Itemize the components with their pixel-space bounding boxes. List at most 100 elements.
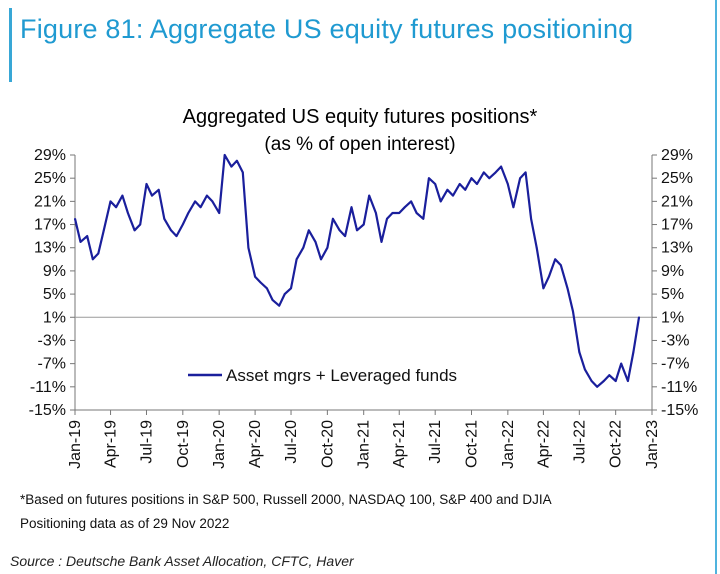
y-tick-label-left: -15% <box>29 402 66 419</box>
x-tick-label: Apr-20 <box>247 420 264 468</box>
data-point <box>266 287 268 290</box>
data-point <box>458 183 461 185</box>
y-tick-label-left: 21% <box>34 193 66 210</box>
data-point <box>548 275 550 278</box>
data-point <box>476 183 478 185</box>
y-tick-label-left: 13% <box>34 240 66 257</box>
figure-header: Figure 81: Aggregate US equity futures p… <box>0 0 720 82</box>
data-point <box>133 229 136 232</box>
line-chart: 29% 29% 25% 25% 21% 21% 17% 17% 13% 13% 9% 9% 5% 5% 1%… <box>29 147 699 469</box>
data-point <box>109 200 112 203</box>
data-point <box>602 380 605 382</box>
data-point <box>236 159 238 162</box>
data-point <box>614 380 617 382</box>
data-point <box>350 206 353 209</box>
footnote-basis: *Based on futures positions in S&P 500, … <box>20 492 552 507</box>
x-tick-label: Jan-19 <box>67 420 84 469</box>
data-point <box>362 223 365 226</box>
data-point <box>488 177 491 180</box>
data-point <box>439 200 442 203</box>
data-point <box>320 258 322 261</box>
data-point <box>494 171 497 174</box>
y-tick-label-left: 25% <box>34 170 66 187</box>
x-tick-label: Oct-22 <box>608 420 625 468</box>
data-point <box>338 229 341 232</box>
x-tick-label: Apr-21 <box>391 420 408 468</box>
y-tick-label-right: 5% <box>661 286 684 303</box>
data-point <box>415 212 418 214</box>
data-point <box>554 258 557 261</box>
data-point <box>608 374 611 377</box>
data-point <box>223 154 226 156</box>
data-point <box>163 217 166 220</box>
x-tick-label: Jan-21 <box>356 420 373 469</box>
data-point <box>206 194 208 197</box>
data-point <box>620 362 623 365</box>
y-tick-label-right: -3% <box>661 332 689 349</box>
data-point <box>391 212 394 214</box>
data-point <box>452 194 454 197</box>
data-point <box>519 177 521 180</box>
footnote-date: Positioning data as of 29 Nov 2022 <box>20 516 230 531</box>
data-point <box>218 212 221 214</box>
data-point <box>230 165 233 168</box>
data-point <box>386 217 388 220</box>
data-point <box>627 380 629 382</box>
y-tick-label-right: 29% <box>661 147 693 164</box>
data-point <box>535 246 538 249</box>
data-point <box>247 246 250 249</box>
data-point <box>380 241 383 243</box>
data-point <box>434 183 437 185</box>
data-point <box>422 217 425 220</box>
x-tick-label: Jul-22 <box>571 420 588 464</box>
data-point <box>145 183 148 185</box>
data-point <box>428 177 430 180</box>
x-tick-label: Jul-21 <box>427 420 444 464</box>
data-point <box>283 293 286 295</box>
data-point <box>115 206 117 209</box>
data-point <box>121 194 124 197</box>
x-tick-label: Jul-20 <box>283 420 300 464</box>
data-point <box>278 304 281 307</box>
data-point <box>211 200 214 203</box>
data-point <box>344 235 346 238</box>
data-point <box>91 258 94 261</box>
data-point <box>398 212 401 214</box>
data-point <box>596 385 598 388</box>
y-tick-label-left: -3% <box>38 332 66 349</box>
x-tick-label: Jan-22 <box>500 420 517 469</box>
data-point <box>632 351 635 353</box>
data-point <box>170 229 172 232</box>
data-point <box>259 281 262 284</box>
chart-title: Aggregated US equity futures positions* <box>182 106 538 128</box>
right-border-rule <box>715 0 717 574</box>
data-point <box>482 171 485 174</box>
data-point <box>175 235 178 238</box>
y-tick-label-right: 25% <box>661 170 693 187</box>
header-accent-bar <box>9 8 12 82</box>
data-point <box>500 165 502 168</box>
y-tick-label-right: 13% <box>661 240 693 257</box>
x-tick-label: Oct-19 <box>175 420 192 468</box>
data-point <box>151 194 153 197</box>
data-point <box>512 206 515 209</box>
data-point <box>524 171 527 174</box>
series-line <box>73 153 641 388</box>
data-point <box>290 287 292 290</box>
data-point <box>559 264 562 266</box>
data-point <box>102 229 105 232</box>
y-tick-label-right: 1% <box>661 309 684 326</box>
data-point <box>157 188 160 191</box>
data-point <box>470 177 473 180</box>
data-point <box>584 368 586 371</box>
data-point <box>199 206 202 209</box>
data-point <box>410 200 412 203</box>
x-tick-label: Apr-22 <box>535 420 552 468</box>
data-point <box>271 299 274 301</box>
y-tick-label-left: 5% <box>43 286 66 303</box>
data-point <box>302 246 305 249</box>
data-point <box>368 194 371 197</box>
x-tick-label: Apr-19 <box>103 420 120 468</box>
data-point <box>254 275 256 278</box>
data-point <box>446 188 449 191</box>
